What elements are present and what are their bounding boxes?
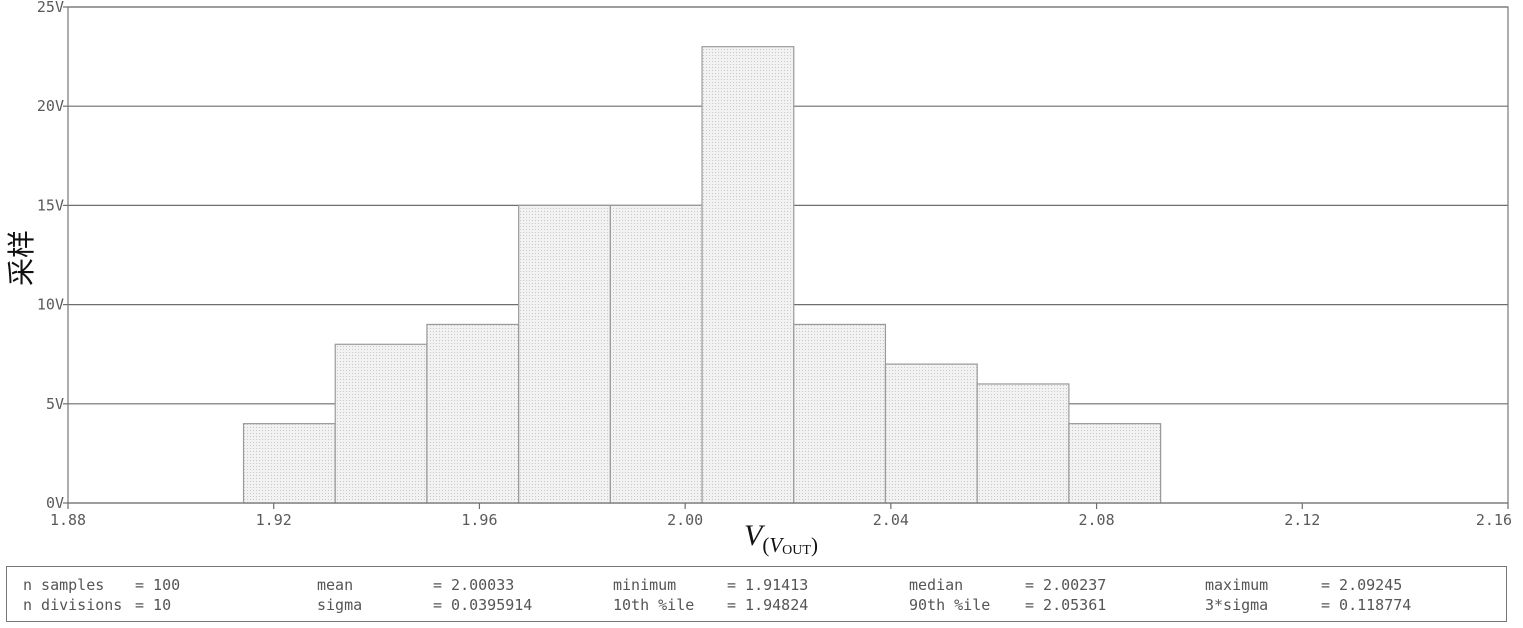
stat-label: maximum xyxy=(1205,576,1269,594)
histogram-chart: 0V 5V 10V 15V 20V 25V 1.88 1.92 1.96 2.00 2.04 2.0… xyxy=(5,0,1512,558)
x-axis-label-main: V xyxy=(744,519,766,552)
histogram-bar xyxy=(1068,423,1162,504)
x-tick-label: 2.08 xyxy=(1079,511,1115,529)
x-tick-labels: 1.88 1.92 1.96 2.00 2.04 2.08 2.12 2.16 xyxy=(50,503,1512,529)
histogram-bar xyxy=(884,363,978,504)
y-tick-label: 25V xyxy=(37,0,64,16)
stat-label: 3*sigma xyxy=(1205,596,1269,614)
x-tick-label: 2.12 xyxy=(1284,511,1320,529)
histogram-bar xyxy=(609,204,703,504)
y-axis-label: 采样 xyxy=(5,230,38,286)
stat-label: n samples xyxy=(23,576,105,594)
x-axis-label-open: ( xyxy=(762,533,769,557)
plot-frame xyxy=(67,6,1509,504)
y-tick-label: 20V xyxy=(37,97,64,115)
histogram-bar xyxy=(334,343,428,504)
stat-value: = 1.91413 xyxy=(727,576,809,594)
y-tick-labels: 0V 5V 10V 15V 20V 25V xyxy=(37,0,64,512)
histogram-bar xyxy=(976,383,1070,504)
x-tick-label: 2.04 xyxy=(873,511,909,529)
stat-label: 10th %ile xyxy=(613,596,695,614)
stat-value: = 100 xyxy=(135,576,181,594)
stat-label: median xyxy=(909,576,964,594)
y-tick-label: 5V xyxy=(46,395,64,413)
stat-label: sigma xyxy=(317,596,363,614)
x-axis-label-close: ) xyxy=(811,533,818,557)
x-tick-label: 1.96 xyxy=(461,511,497,529)
histogram-bar xyxy=(701,46,795,504)
stat-value: = 0.118774 xyxy=(1321,596,1412,614)
histogram-bars xyxy=(242,46,1162,504)
stat-label: minimum xyxy=(613,576,677,594)
stat-label: mean xyxy=(317,576,354,594)
statistics-panel: n samples = 100 n divisions = 10 mean = 2.000… xyxy=(6,566,1507,622)
y-tick-label: 15V xyxy=(37,196,64,214)
stat-value: = 2.09245 xyxy=(1321,576,1403,594)
x-axis-label: V(VOUT) xyxy=(744,519,818,558)
stat-value: = 10 xyxy=(135,596,172,614)
stat-value: = 2.05361 xyxy=(1025,596,1107,614)
stat-label: n divisions xyxy=(23,596,123,614)
y-tick-label: 10V xyxy=(37,296,64,314)
stat-value: = 0.0395914 xyxy=(433,596,533,614)
histogram-bar xyxy=(242,423,336,504)
histogram-bar xyxy=(426,323,520,504)
x-tick-label: 1.92 xyxy=(256,511,292,529)
stat-value: = 2.00237 xyxy=(1025,576,1107,594)
histogram-bar xyxy=(518,204,611,504)
stat-label: 90th %ile xyxy=(909,596,991,614)
y-tick-label: 0V xyxy=(46,494,64,512)
stat-value: = 1.94824 xyxy=(727,596,809,614)
histogram-bar xyxy=(793,323,887,504)
x-tick-label: 2.00 xyxy=(667,511,703,529)
stat-value: = 2.00033 xyxy=(433,576,515,594)
x-tick-label: 2.16 xyxy=(1476,511,1512,529)
x-tick-label: 1.88 xyxy=(50,511,86,529)
x-axis-label-sub: OUT xyxy=(782,543,811,558)
x-axis-label-var: V xyxy=(769,533,784,557)
